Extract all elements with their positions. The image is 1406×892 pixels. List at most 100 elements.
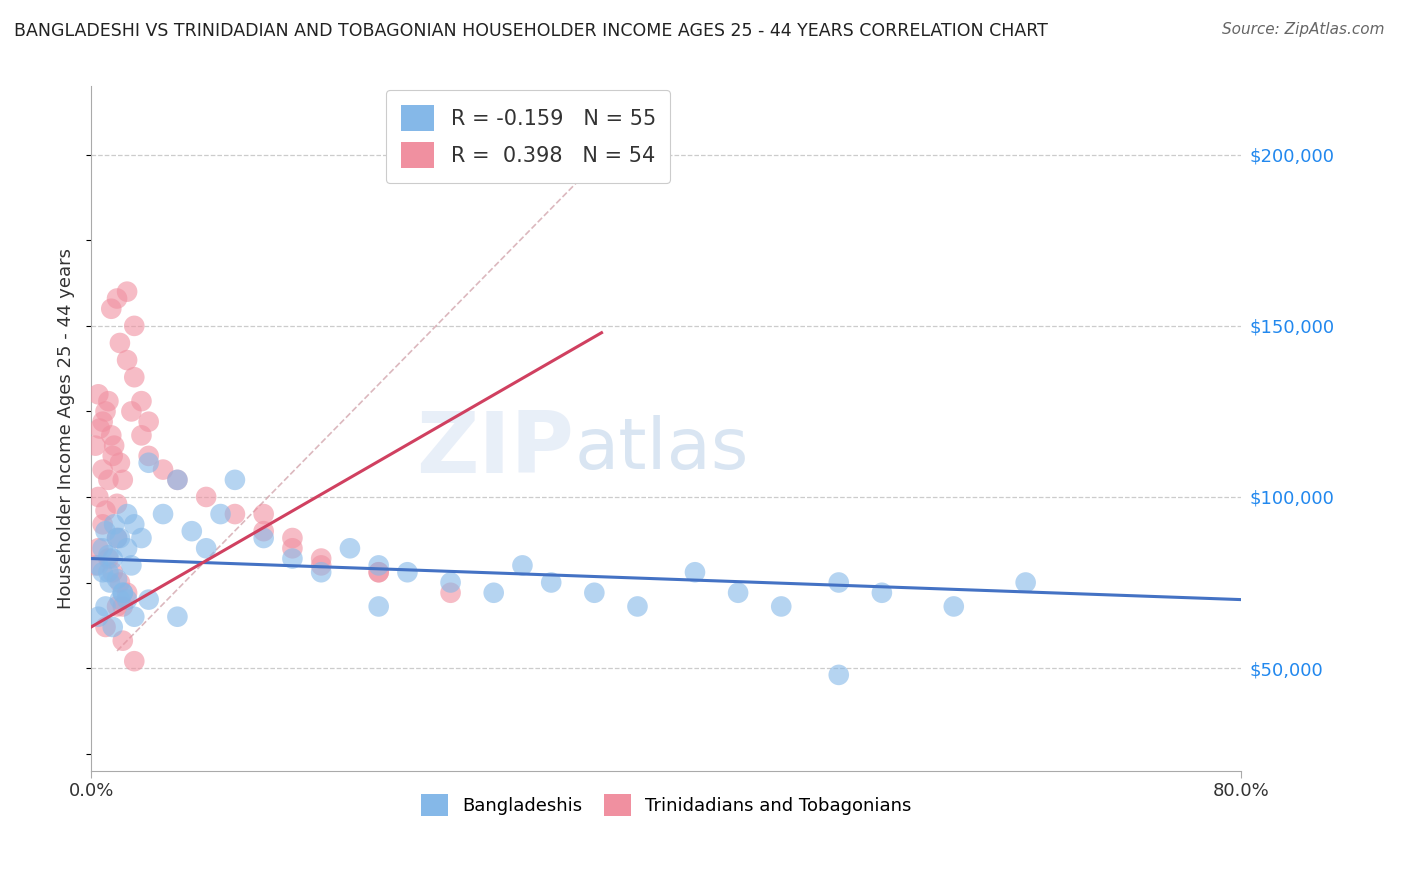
Point bbox=[138, 592, 160, 607]
Point bbox=[87, 558, 110, 573]
Point bbox=[105, 497, 128, 511]
Point bbox=[727, 586, 749, 600]
Point bbox=[87, 541, 110, 556]
Point bbox=[94, 404, 117, 418]
Text: BANGLADESHI VS TRINIDADIAN AND TOBAGONIAN HOUSEHOLDER INCOME AGES 25 - 44 YEARS : BANGLADESHI VS TRINIDADIAN AND TOBAGONIA… bbox=[14, 22, 1047, 40]
Point bbox=[91, 566, 114, 580]
Legend: Bangladeshis, Trinidadians and Tobagonians: Bangladeshis, Trinidadians and Tobagonia… bbox=[413, 787, 920, 823]
Point bbox=[97, 551, 120, 566]
Point bbox=[98, 575, 121, 590]
Point bbox=[180, 524, 202, 538]
Point bbox=[138, 456, 160, 470]
Point bbox=[108, 336, 131, 351]
Point bbox=[115, 353, 138, 368]
Point bbox=[124, 318, 146, 333]
Point bbox=[111, 473, 134, 487]
Point bbox=[138, 415, 160, 429]
Point bbox=[101, 551, 124, 566]
Point bbox=[103, 517, 125, 532]
Point bbox=[195, 541, 218, 556]
Point bbox=[101, 620, 124, 634]
Point bbox=[309, 558, 332, 573]
Point bbox=[94, 524, 117, 538]
Point bbox=[309, 551, 332, 566]
Point bbox=[87, 387, 110, 401]
Point bbox=[281, 541, 304, 556]
Point bbox=[108, 575, 131, 590]
Point bbox=[105, 599, 128, 614]
Point bbox=[396, 566, 419, 580]
Point bbox=[97, 548, 120, 562]
Point bbox=[166, 473, 188, 487]
Point bbox=[281, 531, 304, 545]
Point bbox=[253, 524, 276, 538]
Point bbox=[108, 592, 131, 607]
Point bbox=[115, 592, 138, 607]
Point bbox=[828, 668, 851, 682]
Point bbox=[105, 531, 128, 545]
Point bbox=[124, 654, 146, 668]
Point bbox=[1014, 575, 1036, 590]
Point bbox=[195, 490, 218, 504]
Point bbox=[115, 541, 138, 556]
Point bbox=[131, 428, 153, 442]
Point bbox=[97, 394, 120, 409]
Point bbox=[367, 566, 389, 580]
Point bbox=[224, 473, 246, 487]
Point bbox=[224, 507, 246, 521]
Point bbox=[540, 575, 562, 590]
Point bbox=[94, 620, 117, 634]
Point bbox=[91, 541, 114, 556]
Point bbox=[309, 566, 332, 580]
Point bbox=[115, 285, 138, 299]
Point bbox=[120, 404, 142, 418]
Point bbox=[367, 599, 389, 614]
Point bbox=[512, 558, 534, 573]
Point bbox=[111, 586, 134, 600]
Point bbox=[439, 575, 461, 590]
Text: Source: ZipAtlas.com: Source: ZipAtlas.com bbox=[1222, 22, 1385, 37]
Point bbox=[101, 566, 124, 580]
Point bbox=[105, 531, 128, 545]
Point bbox=[253, 531, 276, 545]
Point bbox=[152, 462, 174, 476]
Point bbox=[339, 541, 361, 556]
Point bbox=[87, 490, 110, 504]
Point bbox=[97, 566, 120, 580]
Point bbox=[94, 599, 117, 614]
Point bbox=[97, 473, 120, 487]
Point bbox=[84, 439, 107, 453]
Point bbox=[111, 599, 134, 614]
Point bbox=[439, 586, 461, 600]
Point bbox=[84, 558, 107, 573]
Point bbox=[152, 507, 174, 521]
Text: ZIP: ZIP bbox=[416, 408, 574, 491]
Point bbox=[115, 586, 138, 600]
Point bbox=[100, 301, 122, 316]
Point bbox=[100, 428, 122, 442]
Point bbox=[870, 586, 893, 600]
Point bbox=[138, 449, 160, 463]
Point bbox=[131, 531, 153, 545]
Point bbox=[482, 586, 505, 600]
Point bbox=[89, 421, 111, 435]
Point bbox=[108, 456, 131, 470]
Point bbox=[367, 558, 389, 573]
Point bbox=[105, 572, 128, 586]
Point bbox=[101, 449, 124, 463]
Point bbox=[111, 633, 134, 648]
Point bbox=[166, 473, 188, 487]
Point bbox=[131, 394, 153, 409]
Point bbox=[166, 609, 188, 624]
Point bbox=[942, 599, 965, 614]
Text: atlas: atlas bbox=[574, 415, 748, 483]
Point bbox=[94, 503, 117, 517]
Point bbox=[103, 439, 125, 453]
Point bbox=[209, 507, 232, 521]
Point bbox=[583, 586, 606, 600]
Point bbox=[91, 462, 114, 476]
Point bbox=[124, 609, 146, 624]
Y-axis label: Householder Income Ages 25 - 44 years: Householder Income Ages 25 - 44 years bbox=[58, 248, 75, 609]
Point bbox=[367, 566, 389, 580]
Point bbox=[105, 292, 128, 306]
